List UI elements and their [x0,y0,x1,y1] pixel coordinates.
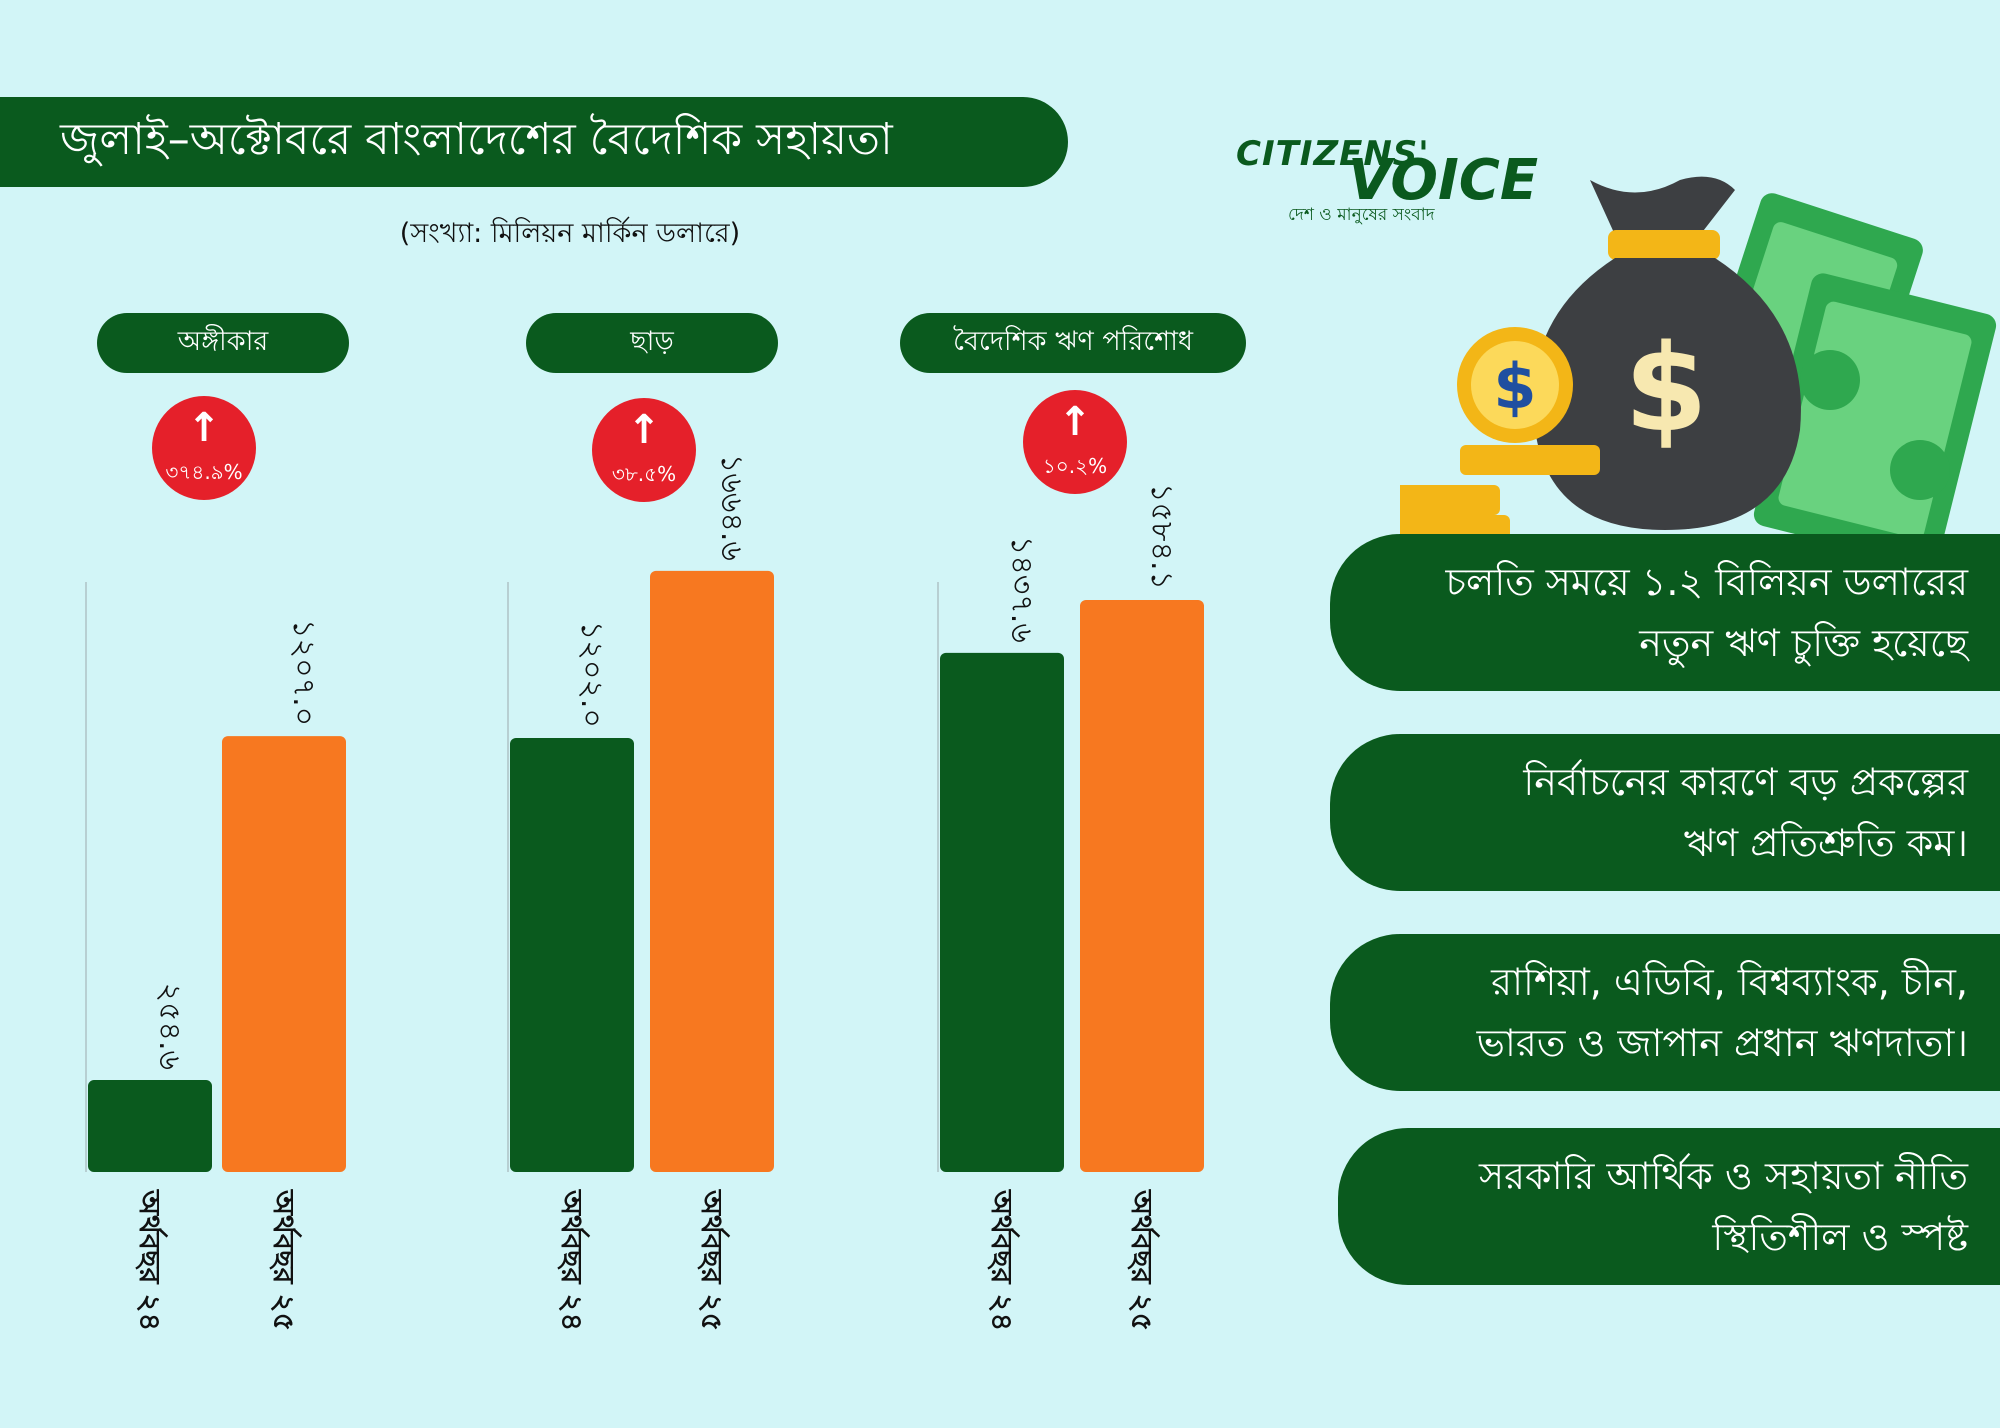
citizens-voice-logo: CITIZENS' VOICE দেশ ও মানুষের সংবাদ [1228,128,1538,228]
bar [650,570,774,1172]
category-label: অর্থবছর ২৪ [555,1189,590,1331]
change-value: ৩৭৪.৯% [165,460,243,484]
group-label-disbursement: ছাড় [526,313,778,373]
group-label-commitment: অঙ্গীকার [97,313,349,373]
note-line: রাশিয়া, এডিবি, বিশ্বব্যাংক, চীন, [1491,959,1968,1004]
up-arrow-icon: ↑ [1058,399,1092,445]
category-label: অর্থবছর ২৫ [267,1189,302,1331]
note-line: চলতি সময়ে ১.২ বিলিয়ন ডলারের [1445,559,1968,604]
note-line: নতুন ঋণ চুক্তি হয়েছে [1639,620,1968,665]
change-value: ১০.২% [1042,454,1108,478]
logo-tagline: দেশ ও মানুষের সংবাদ [1288,205,1435,225]
bar [222,736,346,1172]
bar-value-label: ১২০৭.০ [286,619,321,726]
category-label: অর্থবছর ২৫ [1125,1189,1160,1331]
note-card: নির্বাচনের কারণে বড় প্রকল্পের ঋণ প্রতিশ… [1330,734,2000,891]
change-badge-debt-repayment: ↑ ১০.২% [1023,390,1127,494]
category-label: অর্থবছর ২৪ [133,1189,168,1331]
note-card: সরকারি আর্থিক ও সহায়তা নীতি স্থিতিশীল ও… [1338,1128,2000,1285]
logo-line2: VOICE [1348,148,1539,213]
up-arrow-icon: ↑ [627,407,661,453]
chart-subtitle: (সংখ্যা: মিলিয়ন মার্কিন ডলারে) [399,218,741,249]
bar-value-label: ২৫৪.৬ [152,983,187,1070]
up-arrow-icon: ↑ [187,405,221,451]
bar-value-label: ১৪৩৭.৬ [1004,536,1039,643]
svg-text:$: $ [1493,350,1536,423]
chart-title: জুলাই–অক্টোবরে বাংলাদেশের বৈদেশিক সহায়ত… [0,97,1068,187]
note-line: নির্বাচনের কারণে বড় প্রকল্পের [1523,759,1968,804]
bar-chart: ২৫৪.৬ অর্থবছর ২৪ ১২০৭.০ অর্থবছর ২৫ ১২০২.০ অর্… [85,454,1204,1331]
note-line: ভারত ও জাপান প্রধান ঋণদাতা। [1476,1020,1968,1065]
note-card: রাশিয়া, এডিবি, বিশ্বব্যাংক, চীন, ভারত ও… [1330,934,2000,1091]
note-card: চলতি সময়ে ১.২ বিলিয়ন ডলারের নতুন ঋণ চু… [1330,534,2000,691]
note-line: সরকারি আর্থিক ও সহায়তা নীতি [1479,1153,1968,1198]
group-label-debt-repayment: বৈদেশিক ঋণ পরিশোধ [900,313,1246,373]
bar-value-label: ১৫৮৪.১ [1144,483,1179,590]
category-label: অর্থবছর ২৫ [695,1189,730,1331]
banknote-icon [1687,193,1997,540]
logo-line1: CITIZENS' [1236,134,1430,174]
bar-value-label: ১২০২.০ [574,621,609,728]
change-value: ৩৮.৫% [611,462,677,486]
bar [1080,599,1204,1172]
dollar-coin-icon: $ [1400,327,1600,540]
bar [510,737,634,1172]
bar [88,1080,212,1172]
note-line: স্থিতিশীল ও স্পষ্ট [1712,1214,1968,1259]
category-label: অর্থবছর ২৪ [985,1189,1020,1331]
change-badge-disbursement: ↑ ৩৮.৫% [592,398,696,502]
svg-text:$: $ [1624,320,1708,459]
note-line: ঋণ প্রতিশ্রুতি কম। [1683,820,1968,865]
money-illustration: $ $ [1400,176,1997,540]
bar-value-label: ১৬৬৪.৬ [714,454,749,561]
bar [940,652,1064,1172]
change-badge-commitment: ↑ ৩৭৪.৯% [152,396,256,500]
